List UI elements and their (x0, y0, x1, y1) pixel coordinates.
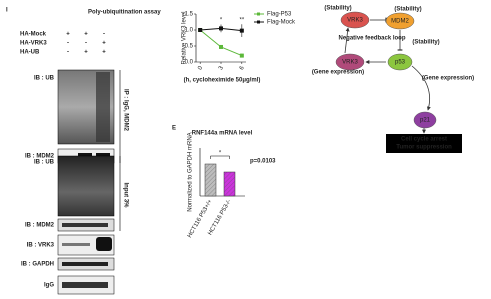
blot-label: IB : VRK3 (27, 243, 55, 249)
outcome-text: Tumor suppression (396, 145, 452, 151)
blot-band (62, 223, 108, 227)
y-tick-label: 1.5 (185, 12, 194, 18)
pathway-diagram: VRK3 MDM2 VRK3 p53 p21 (Stability) (Stability)… (312, 6, 474, 153)
condition-sign: + (84, 50, 88, 56)
outcome-text: Cell cycle arrest (401, 137, 447, 143)
y-tick-label: 1.0 (185, 28, 194, 34)
condition-sign: + (84, 32, 88, 38)
node-label: p21 (420, 118, 431, 124)
blot-band (62, 282, 108, 288)
y-axis-label: Relative VRK3 level (182, 11, 188, 64)
condition-sign: - (67, 50, 69, 56)
edge-label: (Gene expression) (422, 76, 474, 82)
bar-hatch (224, 172, 235, 196)
condition-sign: + (102, 50, 106, 56)
condition-sign: - (85, 41, 87, 47)
panel-title: Poly-ubiquitination assay (88, 10, 161, 16)
arrow-edge (411, 65, 431, 111)
panel-label: E (172, 126, 176, 132)
node-label: VRK3 (347, 18, 363, 24)
legend-marker (257, 12, 260, 16)
condition-sign: - (67, 41, 69, 47)
point (219, 26, 223, 31)
blot-panel: I Poly-ubiquitination assay IP : IgG, MD… (6, 8, 161, 295)
outcome-box (386, 134, 462, 153)
edge-label: (Gene expression) (312, 70, 364, 76)
blot-image (57, 155, 115, 217)
node (385, 12, 415, 30)
legend-marker (257, 20, 260, 24)
node (335, 53, 365, 71)
chart-title: RNF144a mRNA level (192, 131, 253, 137)
edge-label: Negative feedback loop (338, 36, 405, 42)
x-tick-label: 0 (197, 65, 204, 71)
arrow-edge (344, 27, 350, 54)
edge-label: (Stability) (394, 7, 421, 13)
bar-hatch (205, 164, 216, 196)
x-axis-label: (h, cycloheximide 50μg/ml) (184, 78, 261, 84)
blot-label: IB : GAPDH (21, 262, 54, 268)
blot-smear (96, 72, 110, 142)
blot-band (96, 237, 112, 251)
condition-sign: + (102, 41, 106, 47)
blot-label: IB : UB (34, 160, 55, 166)
series-line (199, 29, 243, 57)
edge-label: (Stability) (324, 6, 351, 12)
node (340, 11, 370, 29)
annotation: p=0.0103 (250, 159, 276, 165)
line-chart: 0.0 0.5 1.0 1.5 0 3 6 Relative VRK3 level (h, cy… (182, 11, 296, 83)
legend-label: Flag-Mock (267, 20, 296, 26)
blot-label: IB : UB (34, 76, 55, 82)
y-tick-label: 0.5 (185, 44, 194, 50)
point (219, 44, 223, 49)
blot-label: IgG (44, 283, 54, 289)
significance-bracket (210, 155, 230, 159)
node (387, 53, 413, 71)
node-label: VRK3 (342, 60, 358, 66)
node-label: p53 (395, 60, 406, 66)
blot-band (62, 262, 108, 266)
point (198, 28, 203, 32)
annotation: * (220, 18, 223, 24)
condition-label: HA-UB (20, 50, 40, 56)
blot-label: IB : MDM2 (25, 154, 55, 160)
y-tick-label: 0.0 (185, 60, 194, 66)
condition-label: HA-Mock (20, 32, 47, 38)
legend-label: Flag-P53 (267, 12, 292, 18)
point (239, 28, 244, 33)
annotation: ** (239, 18, 244, 24)
node (413, 111, 437, 129)
x-tick-label: 6 (239, 65, 246, 71)
point (239, 53, 244, 58)
node-label: MDM2 (391, 19, 409, 25)
input-label: Input 3% (122, 183, 128, 209)
condition-sign: - (103, 32, 105, 38)
x-tick-label: 3 (218, 65, 225, 71)
condition-sign: + (66, 32, 70, 38)
blot-band (96, 153, 110, 158)
blot-label: IB : MDM2 (25, 223, 55, 229)
edge-label: (Stability) (412, 40, 439, 46)
panel-label: I (6, 8, 8, 14)
blot-band (78, 153, 92, 158)
ip-label: IP : IgG, MDM2 (122, 89, 128, 132)
condition-label: HA-VRK3 (20, 41, 47, 47)
y-axis-label: Normalized to GAPDH mRNA (188, 132, 194, 211)
annotation: * (219, 151, 222, 157)
blot-band (62, 243, 90, 246)
